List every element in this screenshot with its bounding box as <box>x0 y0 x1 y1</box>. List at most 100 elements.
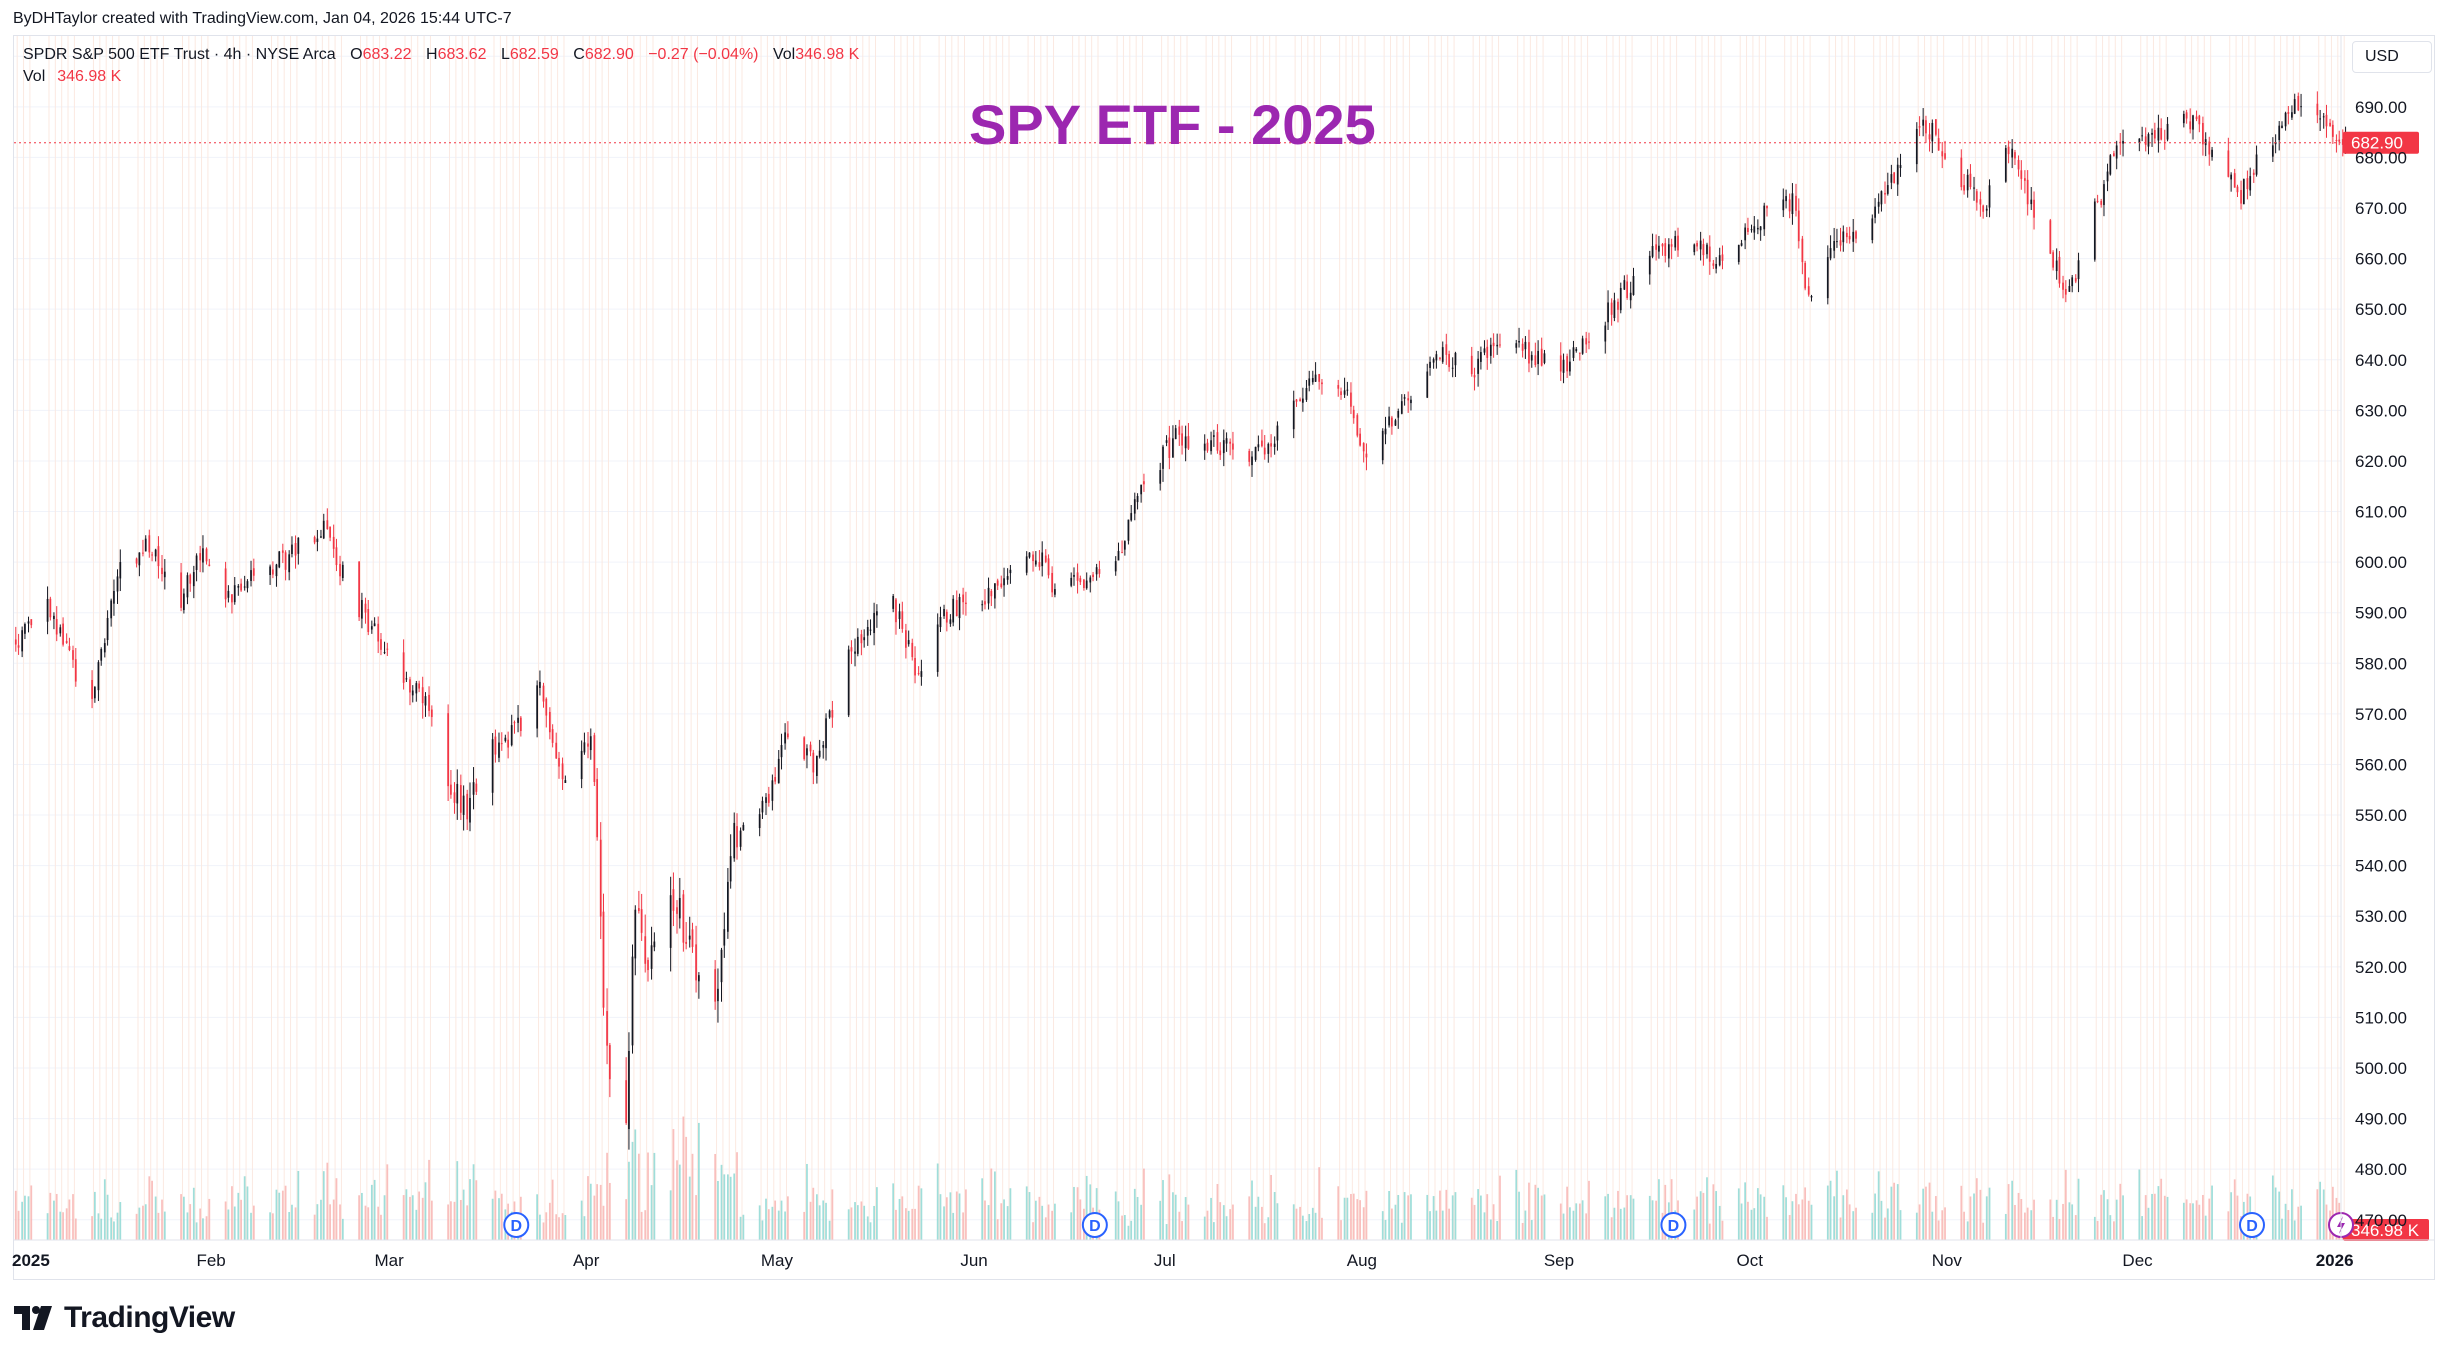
candle-body <box>777 758 780 784</box>
candle-body <box>1569 361 1571 372</box>
candle-body <box>233 585 236 603</box>
candle-body <box>1441 347 1444 362</box>
candle-body <box>850 647 853 652</box>
volume-bar <box>2109 1215 2112 1240</box>
candle <box>2109 154 2112 176</box>
candle-body <box>647 959 649 971</box>
candle-body <box>1890 174 1893 183</box>
tradingview-logo[interactable]: TradingView <box>14 1300 235 1336</box>
candle <box>1159 462 1162 491</box>
volume-bar <box>2300 1205 2302 1240</box>
candle <box>1581 335 1584 355</box>
volume-bar <box>1445 1189 1448 1240</box>
candle-body <box>135 558 138 564</box>
candle-body <box>856 636 859 654</box>
candle-body <box>1712 263 1715 266</box>
volume-bar <box>1886 1208 1889 1240</box>
candle <box>907 630 910 647</box>
volume-bar <box>1441 1210 1444 1240</box>
volume-bar <box>1890 1186 1893 1240</box>
candle <box>1750 224 1753 233</box>
candle <box>987 577 990 610</box>
candle <box>332 524 335 558</box>
candle-body <box>2052 252 2054 268</box>
volume-bar <box>1899 1210 1902 1240</box>
candle-body <box>2240 190 2242 204</box>
volume-bar <box>1034 1200 1037 1240</box>
volume-bar <box>898 1198 901 1240</box>
candle-body <box>816 755 818 776</box>
volume-bar <box>787 1196 789 1240</box>
candle <box>717 968 719 1023</box>
volume-bar <box>1702 1192 1705 1240</box>
candle-body <box>370 626 373 630</box>
candle <box>72 645 74 668</box>
volume-bar <box>1521 1222 1524 1240</box>
candle-body <box>936 624 939 672</box>
candle-body <box>1445 344 1448 355</box>
candle <box>1429 356 1431 376</box>
volume-bar <box>822 1200 825 1240</box>
candle-body <box>1702 244 1705 256</box>
candle <box>1121 540 1123 554</box>
volume-bar <box>914 1208 916 1240</box>
candle <box>510 714 513 747</box>
volume-bar <box>587 1176 589 1240</box>
candle <box>765 793 767 815</box>
candle <box>409 676 411 706</box>
volume-bar <box>2278 1191 2281 1240</box>
volume-bar <box>2271 1175 2274 1240</box>
candle <box>1000 575 1003 589</box>
candle <box>589 728 592 760</box>
candle-body <box>138 552 141 566</box>
candle <box>1871 214 1874 244</box>
volume-bar <box>1295 1208 1298 1240</box>
currency-button[interactable]: USD <box>2352 41 2432 73</box>
candle <box>1963 173 1965 195</box>
volume-bar <box>1575 1203 1578 1240</box>
candle <box>631 944 634 1054</box>
volume-indicator-label[interactable]: Vol <box>23 68 46 85</box>
volume-bar <box>548 1202 551 1240</box>
candle-body <box>1785 196 1787 202</box>
candle <box>1648 250 1651 285</box>
candle <box>294 535 297 569</box>
volume-bar <box>1340 1220 1342 1240</box>
candle-body <box>1655 244 1657 250</box>
volume-bar <box>1807 1200 1810 1240</box>
candle <box>1499 333 1501 348</box>
candle-body <box>583 742 586 753</box>
candle-body <box>892 596 895 609</box>
candle-body <box>1454 352 1457 366</box>
candle <box>1267 442 1270 463</box>
candle <box>1165 435 1168 447</box>
candle <box>2278 121 2281 151</box>
volume-bar <box>1454 1192 1457 1240</box>
candle <box>1123 540 1126 556</box>
volume-bar <box>1829 1180 1832 1240</box>
candle-body <box>1524 341 1527 350</box>
volume-bar <box>1715 1191 1718 1240</box>
candle-body <box>1928 134 1931 140</box>
time-tick-label: Sep <box>1544 1251 1574 1270</box>
candle <box>1006 568 1009 585</box>
candle <box>1174 424 1177 440</box>
volume-bar <box>373 1179 376 1240</box>
candle <box>1070 572 1073 588</box>
symbol-description[interactable]: SPDR S&P 500 ETF Trust · 4h · NYSE Arca <box>23 46 336 63</box>
candle <box>24 622 26 640</box>
volume-bar <box>2198 1204 2201 1240</box>
candle-body <box>1515 343 1518 348</box>
candle <box>695 925 697 993</box>
candle <box>2026 170 2029 216</box>
candle <box>1168 425 1171 470</box>
volume-bar <box>1969 1196 1972 1240</box>
candle <box>672 872 675 927</box>
candle-body <box>1492 342 1495 347</box>
candle <box>1181 425 1183 455</box>
candle <box>994 583 996 609</box>
volume-bar <box>1263 1223 1266 1240</box>
candle <box>1613 292 1616 322</box>
volume-bar <box>154 1196 157 1240</box>
